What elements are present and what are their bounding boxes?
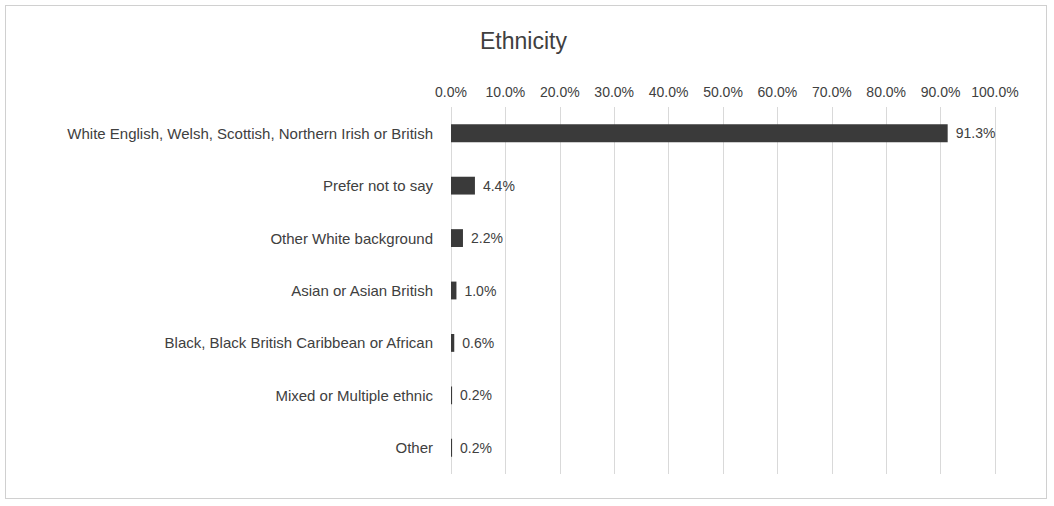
svg-text:Other White background: Other White background: [270, 230, 433, 247]
svg-text:0.2%: 0.2%: [460, 440, 492, 456]
svg-text:20.0%: 20.0%: [540, 84, 580, 100]
svg-text:30.0%: 30.0%: [594, 84, 634, 100]
svg-text:4.4%: 4.4%: [483, 178, 515, 194]
svg-text:0.6%: 0.6%: [462, 335, 494, 351]
svg-text:0.2%: 0.2%: [460, 387, 492, 403]
svg-text:Black, Black British Caribbean: Black, Black British Caribbean or Africa…: [165, 334, 433, 351]
svg-text:0.0%: 0.0%: [435, 84, 467, 100]
svg-text:2.2%: 2.2%: [471, 230, 503, 246]
svg-text:91.3%: 91.3%: [956, 125, 996, 141]
svg-text:10.0%: 10.0%: [486, 84, 526, 100]
svg-text:Ethnicity: Ethnicity: [480, 28, 567, 54]
svg-text:40.0%: 40.0%: [649, 84, 689, 100]
svg-text:Other: Other: [395, 439, 433, 456]
svg-text:80.0%: 80.0%: [866, 84, 906, 100]
svg-text:100.0%: 100.0%: [971, 84, 1018, 100]
svg-text:90.0%: 90.0%: [921, 84, 961, 100]
svg-text:50.0%: 50.0%: [703, 84, 743, 100]
svg-text:1.0%: 1.0%: [464, 283, 496, 299]
svg-text:60.0%: 60.0%: [758, 84, 798, 100]
svg-text:70.0%: 70.0%: [812, 84, 852, 100]
svg-text:White English, Welsh, Scottish: White English, Welsh, Scottish, Northern…: [67, 125, 433, 142]
svg-text:Prefer not to say: Prefer not to say: [323, 177, 434, 194]
svg-text:Asian or Asian British: Asian or Asian British: [291, 282, 433, 299]
svg-text:Mixed or Multiple ethnic: Mixed or Multiple ethnic: [275, 387, 433, 404]
